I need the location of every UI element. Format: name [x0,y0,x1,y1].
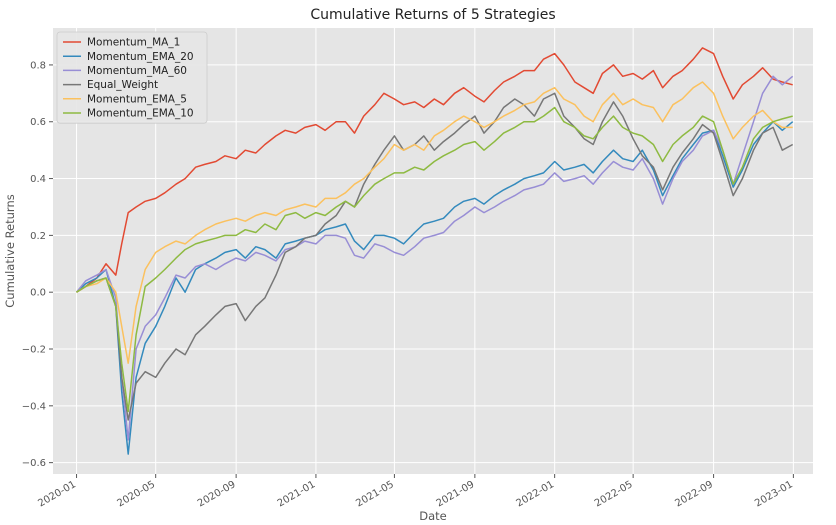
legend-label: Momentum_MA_1 [87,37,180,49]
x-tick-label: 2021-09 [435,479,477,509]
series-line-momentum-ema-10 [76,106,793,413]
series-line-momentum-ma-60 [75,75,794,441]
y-tick-label: −0.4 [22,401,46,412]
x-tick-label: 2021-01 [276,479,318,509]
series-line-momentum-ema-5 [76,81,793,364]
y-tick-label: 0.2 [30,231,46,242]
y-tick-label: 0.6 [30,117,46,128]
x-tick-label: 2022-01 [514,479,556,509]
x-tick-label: 2020-09 [196,479,238,509]
x-tick-label: 2021-05 [354,479,396,509]
legend-label: Momentum_EMA_20 [87,51,194,63]
chart-title: Cumulative Returns of 5 Strategies [310,7,555,23]
y-axis-ticks: −0.6 −0.4 −0.2 0.0 0.2 0.4 0.6 0.8 [22,60,53,469]
x-tick-label: 2023-01 [753,479,795,509]
x-axis-title: Date [419,509,447,523]
x-tick-label: 2022-09 [673,479,715,509]
series-line-momentum-ema-20 [75,120,794,455]
y-tick-label: −0.2 [22,345,46,356]
y-axis-title: Cumulative Returns [3,194,17,307]
y-tick-label: −0.6 [22,458,46,469]
legend-label: Momentum_MA_60 [87,65,187,77]
x-axis-ticks: 2020-01 2020-05 2020-09 2021-01 2021-05 2021-… [36,474,795,509]
legend-label: Equal_Weight [87,79,158,91]
legend: Momentum_MA_1 Momentum_EMA_20 Momentum_MA_… [56,31,208,124]
legend-label: Momentum_EMA_5 [87,93,187,105]
legend-label: Momentum_EMA_10 [87,108,194,120]
legend-box [56,31,208,124]
y-tick-label: 0.0 [30,288,46,299]
series-line-momentum-ma-1 [76,47,793,293]
series-lines [75,47,794,455]
x-tick-label: 2022-05 [593,479,635,509]
y-tick-label: 0.4 [30,174,46,185]
y-tick-label: 0.8 [30,60,46,71]
x-tick-label: 2020-05 [115,479,157,509]
x-tick-label: 2020-01 [36,479,78,509]
